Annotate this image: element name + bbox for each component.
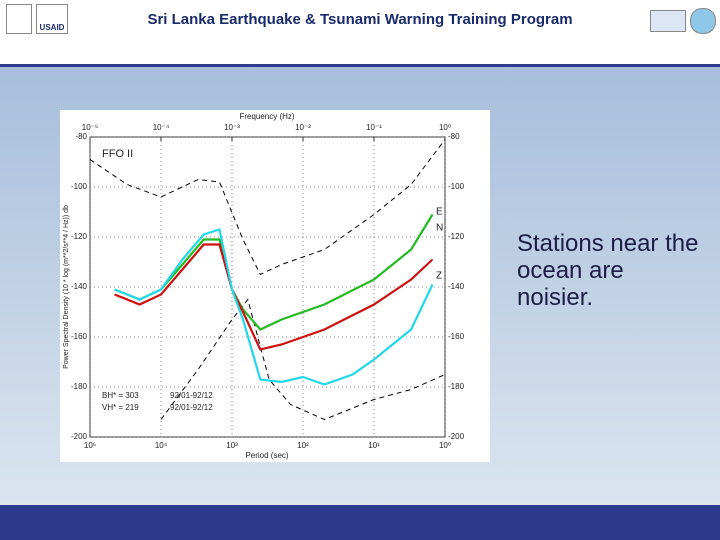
y-tick-label: -160 [71,332,88,341]
series-label: N [436,223,443,234]
slide-title: Sri Lanka Earthquake & Tsunami Warning T… [147,11,573,28]
logo [6,4,32,34]
y-tick-label: -140 [71,282,88,291]
annotation: 92/01-92/12 [170,391,213,400]
x-tick-label: 10⁰ [439,441,451,450]
logo [650,10,686,32]
y-axis-title: Power Spectral Density (10 * log (m**2/s… [63,205,70,369]
series-label: Z [436,271,442,282]
y-tick-label: -200 [71,432,88,441]
y-tick-label: -80 [75,132,87,141]
y-tick-label: -120 [71,232,88,241]
series-label: E [436,207,443,218]
x-tick-label: 10⁵ [84,441,96,450]
y-tick-label: -180 [71,382,88,391]
annotation: FFO II [102,148,133,160]
footer-band [0,505,720,540]
body-text: Stations near the ocean are noisier. [517,230,699,311]
y-tick-label-right: -200 [448,432,465,441]
noise-model-line [160,298,446,421]
y-tick-label-right: -160 [448,332,465,341]
plot-background [60,110,490,462]
chart: FFO II BH* = 303 VH* = 219 92/01-92/12 9… [60,110,490,462]
logo [690,8,716,34]
y-tick-label-right: -100 [448,182,465,191]
y-tick-label-right: -180 [448,382,465,391]
noise-model-line [89,139,446,276]
x-tick-label: 10¹ [368,441,380,450]
x-axis-title: Period (sec) [245,451,288,460]
spectrum-line [114,228,434,386]
annotation: 92/01-92/12 [170,403,213,412]
x-tick-label: 10² [297,441,309,450]
annotation: VH* = 219 [102,403,139,412]
x2-tick-label: 10⁰ [439,123,451,132]
x2-tick-label: 10⁻⁵ [82,123,98,132]
y-tick-label-right: -80 [448,132,460,141]
x2-tick-label: 10⁻⁴ [153,123,170,132]
usaid-logo: USAID [36,4,68,34]
y-tick-label: -100 [71,182,88,191]
x2-tick-label: 10⁻² [295,123,311,132]
spectrum-line [114,243,434,351]
header: USAID Sri Lanka Earthquake & Tsunami War… [0,0,720,67]
x-tick-label: 10⁴ [155,441,168,450]
x-tick-label: 10³ [226,441,238,450]
y-tick-label-right: -140 [448,282,465,291]
x2-axis-title: Frequency (Hz) [239,112,294,121]
x2-tick-label: 10⁻¹ [366,123,382,132]
x2-tick-label: 10⁻³ [224,123,240,132]
y-tick-label-right: -120 [448,232,465,241]
annotation: BH* = 303 [102,391,139,400]
